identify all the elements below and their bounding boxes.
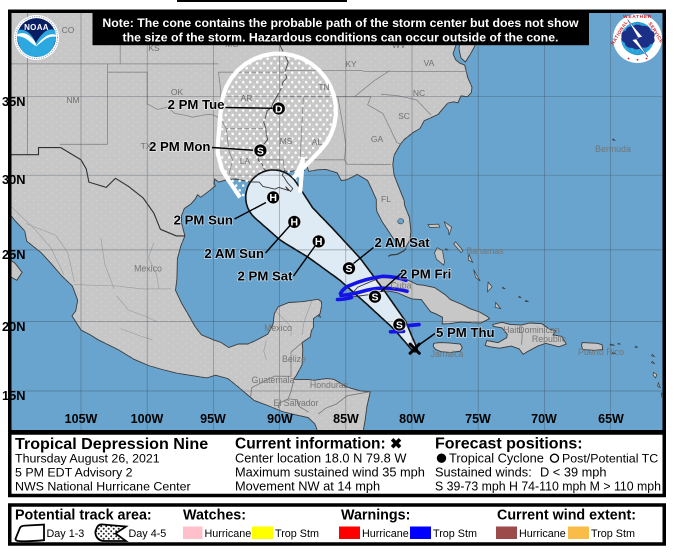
svg-text:Post/Potential TC: Post/Potential TC	[562, 452, 658, 466]
svg-text:85W: 85W	[333, 412, 359, 426]
svg-text:Note: The cone contains the pr: Note: The cone contains the probable pat…	[102, 16, 579, 30]
svg-text:100W: 100W	[131, 412, 164, 426]
svg-text:NC: NC	[413, 88, 425, 98]
svg-text:VA: VA	[424, 58, 435, 68]
svg-text:2 PM Mon: 2 PM Mon	[149, 139, 211, 154]
svg-text:Hurricane: Hurricane	[362, 528, 409, 540]
svg-text:NOAA: NOAA	[24, 23, 49, 32]
svg-text:Tropical Cyclone: Tropical Cyclone	[449, 451, 544, 466]
svg-text:95W: 95W	[200, 412, 226, 426]
svg-text:the size of the storm. Hazardo: the size of the storm. Hazardous conditi…	[123, 31, 559, 45]
svg-text:Maximum sustained wind 35 mph: Maximum sustained wind 35 mph	[235, 465, 425, 480]
svg-text:NM: NM	[66, 95, 79, 105]
svg-text:2 AM Sun: 2 AM Sun	[204, 246, 264, 261]
svg-text:Mexico: Mexico	[134, 264, 162, 274]
svg-text:H: H	[291, 217, 299, 229]
svg-text:CO: CO	[62, 25, 75, 35]
svg-text:El Salvador: El Salvador	[274, 398, 319, 408]
svg-text:FL: FL	[381, 194, 391, 204]
svg-text:Puerto Rico: Puerto Rico	[578, 347, 624, 357]
svg-text:Current information: ✖: Current information: ✖	[235, 436, 402, 453]
svg-text:TX: TX	[141, 141, 152, 151]
svg-text:2 AM Sat: 2 AM Sat	[375, 235, 431, 250]
svg-text:SC: SC	[398, 111, 410, 121]
svg-text:MS: MS	[280, 136, 293, 146]
svg-text:80W: 80W	[399, 412, 425, 426]
svg-text:Trop Stm: Trop Stm	[433, 528, 477, 540]
svg-text:Day 4-5: Day 4-5	[129, 528, 167, 540]
svg-text:Honduras: Honduras	[310, 380, 349, 390]
svg-text:70W: 70W	[531, 412, 557, 426]
svg-text:Tropical Depression Nine: Tropical Depression Nine	[15, 435, 208, 453]
svg-text:GA: GA	[371, 134, 384, 144]
svg-text:Bermuda: Bermuda	[595, 144, 631, 154]
svg-text:Jamaica: Jamaica	[431, 349, 464, 359]
svg-text:Thursday August 26, 2021: Thursday August 26, 2021	[15, 452, 160, 466]
svg-text:Mexico: Mexico	[264, 323, 292, 333]
svg-text:Dominican: Dominican	[518, 325, 560, 335]
svg-text:WEATHER: WEATHER	[623, 14, 652, 20]
svg-text:Hurricane: Hurricane	[519, 528, 566, 540]
svg-text:Sustained winds:D < 39 mph: Sustained winds: D < 39 mph	[435, 465, 607, 480]
svg-text:Potential track area:: Potential track area:	[15, 508, 152, 524]
svg-text:20N: 20N	[2, 319, 25, 334]
svg-text:TN: TN	[318, 82, 329, 92]
svg-text:S: S	[257, 145, 264, 157]
svg-text:Trop Stm: Trop Stm	[591, 528, 635, 540]
svg-text:Watches:: Watches:	[183, 508, 246, 524]
svg-text:Guatemala: Guatemala	[251, 375, 294, 385]
svg-text:AL: AL	[312, 137, 323, 147]
svg-text:Current wind extent:: Current wind extent:	[497, 508, 636, 524]
svg-text:Warnings:: Warnings:	[341, 508, 410, 524]
svg-text:KS: KS	[148, 43, 160, 53]
svg-text:2 PM Sun: 2 PM Sun	[174, 213, 233, 228]
svg-text:Cuba: Cuba	[390, 281, 411, 291]
svg-text:AR: AR	[241, 93, 253, 103]
svg-text:NWS National Hurricane Center: NWS National Hurricane Center	[15, 480, 191, 494]
svg-text:15N: 15N	[2, 388, 25, 403]
svg-text:30N: 30N	[2, 172, 25, 187]
svg-text:LA: LA	[240, 156, 251, 166]
svg-text:25N: 25N	[2, 247, 25, 262]
svg-text:S: S	[345, 263, 352, 275]
svg-text:105W: 105W	[65, 412, 98, 426]
svg-text:Haiti: Haiti	[503, 325, 521, 335]
svg-text:5 PM EDT Advisory 2: 5 PM EDT Advisory 2	[15, 466, 133, 480]
svg-text:Movement NW at 14 mph: Movement NW at 14 mph	[235, 479, 380, 494]
svg-text:Belize: Belize	[282, 354, 306, 364]
svg-text:Center location 18.0 N 79.8 W: Center location 18.0 N 79.8 W	[235, 451, 407, 466]
svg-text:S: S	[396, 319, 403, 331]
svg-text:5 PM Thu: 5 PM Thu	[436, 325, 495, 340]
svg-text:S 39-73 mph H 74-110 mph M >: S 39-73 mph H 74-110 mph M > 110 mph	[435, 479, 661, 494]
svg-text:KY: KY	[345, 59, 357, 69]
svg-text:Trop Stm: Trop Stm	[275, 528, 319, 540]
svg-text:2 PM Fri: 2 PM Fri	[400, 267, 451, 282]
svg-text:H: H	[269, 192, 277, 204]
svg-text:H: H	[315, 236, 323, 248]
svg-text:Republic: Republic	[532, 334, 567, 344]
svg-text:2 PM Tue: 2 PM Tue	[168, 97, 225, 112]
svg-text:90W: 90W	[267, 412, 293, 426]
svg-text:65W: 65W	[598, 412, 624, 426]
svg-text:Forecast positions:: Forecast positions:	[435, 436, 583, 453]
svg-text:75W: 75W	[465, 412, 491, 426]
svg-text:Day 1-3: Day 1-3	[47, 528, 85, 540]
svg-text:S: S	[371, 292, 378, 304]
svg-text:Bahamas: Bahamas	[466, 246, 504, 256]
svg-text:2 PM Sat: 2 PM Sat	[238, 269, 294, 284]
svg-text:35N: 35N	[2, 94, 25, 109]
svg-text:D: D	[275, 103, 283, 115]
svg-text:OK: OK	[171, 87, 184, 97]
svg-text:Hurricane: Hurricane	[205, 528, 252, 540]
